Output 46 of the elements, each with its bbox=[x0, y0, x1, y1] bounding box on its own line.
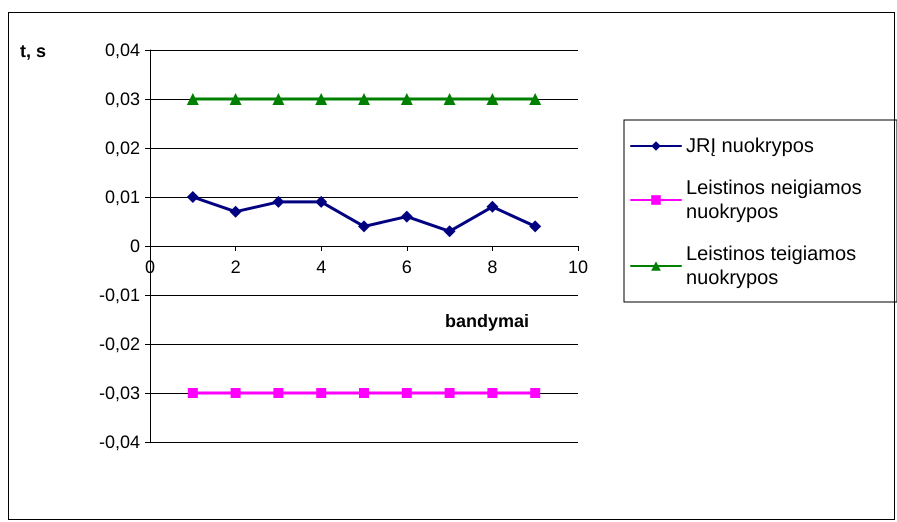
point bbox=[444, 93, 456, 105]
point bbox=[400, 210, 413, 223]
x-tick-label: 4 bbox=[316, 257, 326, 277]
y-tick-label: 0 bbox=[130, 236, 140, 256]
point bbox=[315, 196, 328, 208]
x-tick-label: 2 bbox=[230, 257, 241, 277]
legend-label: JRĮ nuokrypos bbox=[686, 135, 814, 157]
x-tick-label: 6 bbox=[402, 257, 412, 277]
point bbox=[359, 388, 369, 398]
point bbox=[529, 93, 542, 105]
point bbox=[272, 196, 284, 208]
y-tick-label: -0,04 bbox=[98, 432, 140, 452]
point bbox=[230, 93, 242, 105]
point bbox=[273, 388, 284, 398]
point bbox=[188, 388, 198, 398]
y-tick-label: 0,02 bbox=[104, 138, 140, 158]
point bbox=[486, 93, 498, 105]
point bbox=[400, 93, 413, 105]
x-axis-title: bandymai bbox=[445, 311, 530, 331]
point bbox=[444, 388, 455, 398]
legend-label: Leistinos neigiamos nuokrypos bbox=[686, 177, 868, 223]
point bbox=[186, 191, 199, 203]
point bbox=[316, 388, 326, 398]
point bbox=[529, 220, 542, 232]
point bbox=[358, 220, 370, 232]
y-tick-label: 0,04 bbox=[104, 40, 140, 60]
point bbox=[402, 388, 412, 398]
x-tick-label: 10 bbox=[568, 257, 588, 277]
point bbox=[230, 206, 242, 218]
point bbox=[358, 93, 370, 105]
point bbox=[186, 93, 199, 105]
point bbox=[230, 388, 241, 398]
x-tick-label: 8 bbox=[487, 257, 498, 277]
point bbox=[315, 93, 328, 105]
legend-label: Leistinos teigiamos nuokrypos bbox=[686, 243, 862, 289]
y-tick-label: -0,02 bbox=[98, 334, 140, 354]
point bbox=[444, 225, 456, 238]
point bbox=[487, 388, 498, 398]
y-axis-title: t, s bbox=[20, 41, 46, 61]
y-tick-label: 0,03 bbox=[104, 89, 140, 109]
y-tick-label: -0,01 bbox=[98, 285, 140, 305]
point bbox=[530, 388, 540, 398]
point bbox=[272, 93, 284, 105]
y-tick-label: 0,01 bbox=[104, 187, 140, 207]
y-tick-label: -0,03 bbox=[98, 383, 140, 403]
point bbox=[486, 200, 498, 213]
